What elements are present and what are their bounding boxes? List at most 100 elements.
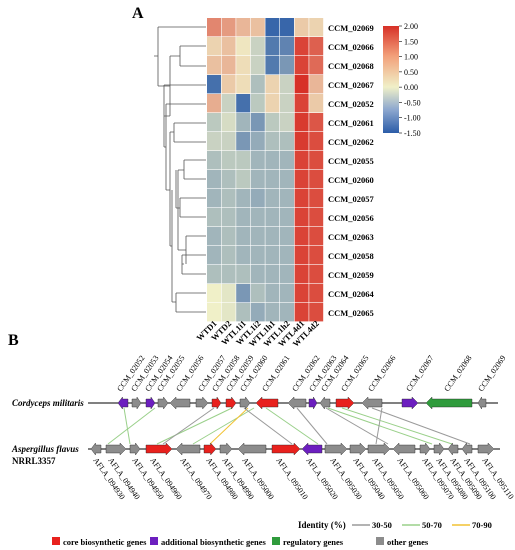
heatmap-cell xyxy=(250,246,265,265)
gene-arrow xyxy=(433,442,445,456)
gene-legend-swatch xyxy=(272,537,280,545)
heatmap-cell xyxy=(207,75,221,94)
gene-arrow xyxy=(105,442,127,456)
gene-arrow xyxy=(203,442,217,456)
heatmap-cell xyxy=(309,151,324,170)
heatmap-cell xyxy=(309,227,324,246)
heatmap-cell xyxy=(221,75,236,94)
heatmap-row-label: CCM_02062 xyxy=(328,137,374,147)
heatmap-cell xyxy=(221,284,236,303)
gene-arrow xyxy=(145,442,173,456)
heatmap-cell xyxy=(280,170,294,189)
heatmap-row-label: CCM_02059 xyxy=(328,270,374,280)
gene-legend-swatch xyxy=(376,537,384,545)
heatmap-cell xyxy=(250,208,265,227)
heatmap-cell xyxy=(236,265,251,284)
heatmap-cell xyxy=(265,75,280,94)
colorbar-tick-label: -0.50 xyxy=(404,98,421,107)
gene-arrow xyxy=(367,442,391,456)
colorbar-tick-label: 1.50 xyxy=(404,37,418,46)
heatmap-cell xyxy=(221,56,236,75)
heatmap-cell xyxy=(236,246,251,265)
cm-species-label: Cordyceps militaris xyxy=(12,398,84,408)
heatmap-cell xyxy=(265,265,280,284)
heatmap-cell xyxy=(294,265,309,284)
heatmap-cell xyxy=(294,18,309,37)
cm-gene-label: CCM_02066 xyxy=(366,354,397,393)
gene-legend-label: regulatory genes xyxy=(283,537,344,547)
homology-link xyxy=(325,407,389,445)
colorbar-tick-label: -1.50 xyxy=(404,129,421,138)
heatmap-cell xyxy=(207,132,221,151)
heatmap-cell xyxy=(294,246,309,265)
gene-type-legend: core biosynthetic genes additional biosyn… xyxy=(52,537,429,547)
heatmap-row-label: CCM_02057 xyxy=(328,194,375,204)
heatmap-cell xyxy=(309,56,324,75)
heatmap-cell xyxy=(221,303,236,322)
heatmap-cell xyxy=(309,246,324,265)
homology-links xyxy=(107,407,471,445)
heatmap-row-label: CCM_02069 xyxy=(328,23,374,33)
colorbar-ticks: 2.00 1.50 1.00 0.50 0.00 -0.50 -1.00 -1.50 xyxy=(399,22,421,138)
heatmap-cell xyxy=(221,189,236,208)
gene-arrow xyxy=(145,396,156,410)
gene-arrow xyxy=(237,442,267,456)
heatmap-cell xyxy=(265,151,280,170)
heatmap-cell xyxy=(309,18,324,37)
heatmap-cell xyxy=(309,170,324,189)
heatmap-cell xyxy=(265,246,280,265)
gene-arrow xyxy=(131,396,142,410)
af-strain-label: NRRL3357 xyxy=(12,456,56,466)
heatmap-cell xyxy=(250,265,265,284)
cm-gene-label: CCM_02068 xyxy=(442,354,473,393)
heatmap-row-label: CCM_02058 xyxy=(328,251,374,261)
homology-link xyxy=(341,407,453,445)
heatmap-cell xyxy=(250,284,265,303)
heatmap-cell xyxy=(207,18,221,37)
heatmap-cell xyxy=(309,208,324,227)
cm-gene-arrows xyxy=(117,396,487,410)
heatmap-cell xyxy=(250,18,265,37)
heatmap-cell xyxy=(309,189,324,208)
heatmap-row-label: CCM_02061 xyxy=(328,118,374,128)
heatmap-cell xyxy=(280,246,294,265)
heatmap-cell xyxy=(294,56,309,75)
heatmap-cell xyxy=(236,227,251,246)
heatmap-cell xyxy=(250,94,265,113)
heatmap-cell xyxy=(207,303,221,322)
heatmap-cell xyxy=(280,303,294,322)
heatmap-cell xyxy=(309,303,324,322)
heatmap-cell xyxy=(294,151,309,170)
heatmap-cell xyxy=(221,227,236,246)
heatmap-cell xyxy=(221,37,236,56)
gene-legend-swatch xyxy=(150,537,158,545)
heatmap-row-labels: CCM_02069 CCM_02066 CCM_02068 CCM_02067 CCM_… xyxy=(328,23,375,318)
gene-arrow xyxy=(308,396,318,410)
heatmap-row-label: CCM_02060 xyxy=(328,175,374,185)
homology-link xyxy=(156,407,233,445)
heatmap-cell xyxy=(294,170,309,189)
heatmap-cell xyxy=(221,113,236,132)
gene-arrow xyxy=(335,396,355,410)
heatmap-cell xyxy=(250,170,265,189)
colorbar-tick-label: 1.00 xyxy=(404,53,418,62)
gene-arrow xyxy=(425,396,473,410)
heatmap-cell xyxy=(280,284,294,303)
heatmap-cell xyxy=(309,265,324,284)
gene-arrow xyxy=(319,396,331,410)
heatmap-cell xyxy=(294,132,309,151)
heatmap-cell xyxy=(221,18,236,37)
heatmap-cell xyxy=(221,208,236,227)
heatmap-cell xyxy=(265,132,280,151)
identity-legend: Identity (%) 30-50 50-70 70-90 xyxy=(298,520,492,530)
heatmap-cell xyxy=(294,113,309,132)
gene-legend-label: additional biosynthetic genes xyxy=(161,537,267,547)
heatmap-cell xyxy=(221,151,236,170)
heatmap-cell xyxy=(309,132,324,151)
gene-arrow xyxy=(157,396,169,410)
heatmap-cell xyxy=(294,227,309,246)
heatmap-cell xyxy=(236,113,251,132)
heatmap-cell xyxy=(265,227,280,246)
heatmap-row-label: CCM_02063 xyxy=(328,232,374,242)
